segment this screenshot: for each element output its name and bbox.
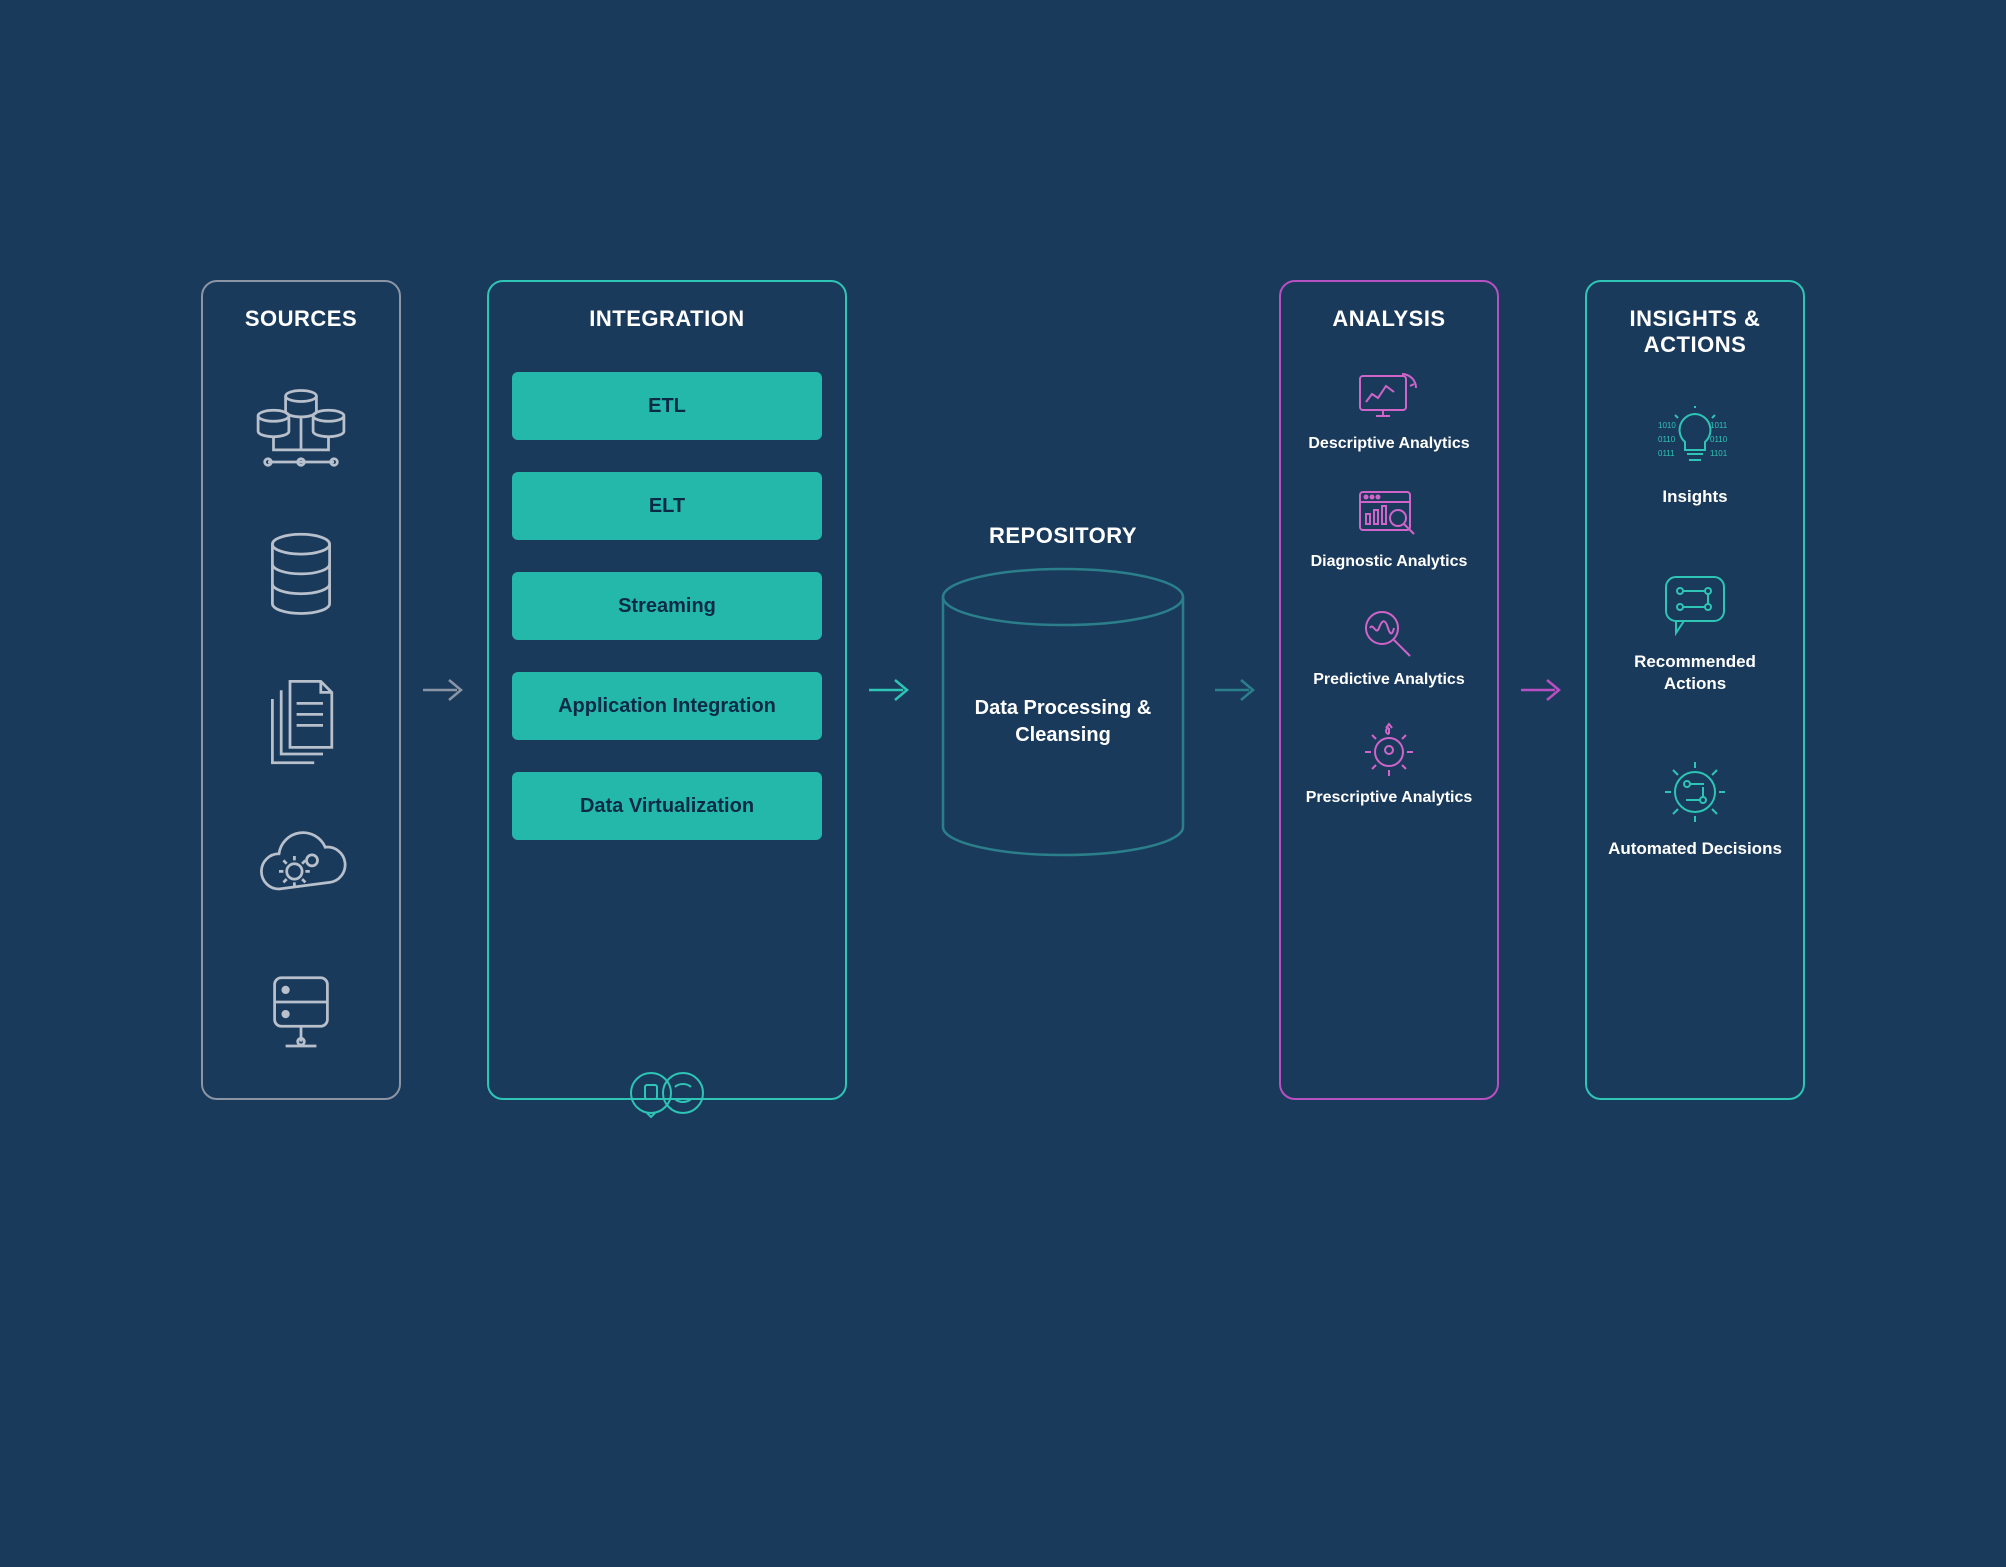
dashboard-icon <box>1354 366 1424 426</box>
diagnostic-icon <box>1354 484 1424 544</box>
arrow-repository-analysis-icon <box>1211 670 1261 710</box>
insights-label: Insights <box>1662 486 1727 507</box>
repository-title: REPOSITORY <box>989 523 1137 549</box>
analysis-label: Diagnostic Analytics <box>1311 552 1468 572</box>
analysis-label: Descriptive Analytics <box>1308 434 1469 454</box>
data-pipeline-diagram: SOURCES <box>201 280 1805 1100</box>
prescriptive-icon <box>1354 720 1424 780</box>
predictive-icon <box>1354 602 1424 662</box>
arrow-analysis-insights-icon <box>1517 670 1567 710</box>
insights-item-insights: 1010 0110 0111 1011 0110 1101 Insights <box>1654 404 1736 507</box>
svg-text:0111: 0111 <box>1658 449 1675 458</box>
cloud-gears-icon <box>246 812 356 922</box>
integration-item-elt: ELT <box>512 472 822 540</box>
insights-label: Recommended Actions <box>1605 651 1785 694</box>
svg-text:1101: 1101 <box>1710 449 1728 458</box>
repository-cylinder: Data Processing & Cleansing <box>933 567 1193 857</box>
integration-badge-icon <box>617 1065 717 1126</box>
integration-stage: INTEGRATION ETL ELT Streaming Applicatio… <box>487 280 847 1100</box>
svg-text:0110: 0110 <box>1658 435 1676 444</box>
analysis-title: ANALYSIS <box>1332 306 1445 332</box>
sources-stage: SOURCES <box>201 280 401 1100</box>
integration-item-streaming: Streaming <box>512 572 822 640</box>
integration-item-etl: ETL <box>512 372 822 440</box>
analysis-label: Prescriptive Analytics <box>1306 788 1473 808</box>
server-icon <box>246 958 356 1068</box>
svg-text:1011: 1011 <box>1710 421 1728 430</box>
sources-title: SOURCES <box>245 306 357 332</box>
arrow-sources-integration-icon <box>419 670 469 710</box>
analysis-stage: ANALYSIS Descriptive Analytics <box>1279 280 1499 1100</box>
repository-stage: REPOSITORY Data Processing & Cleansing <box>933 523 1193 857</box>
lightbulb-binary-icon: 1010 0110 0111 1011 0110 1101 <box>1654 404 1736 476</box>
documents-icon <box>246 666 356 776</box>
analysis-item-prescriptive: Prescriptive Analytics <box>1306 720 1473 808</box>
insights-item-automated: Automated Decisions <box>1608 756 1782 859</box>
gear-flow-icon <box>1654 756 1736 828</box>
analysis-item-descriptive: Descriptive Analytics <box>1308 366 1469 454</box>
integration-item-data-virtualization: Data Virtualization <box>512 772 822 840</box>
integration-item-app-integration: Application Integration <box>512 672 822 740</box>
databases-network-icon <box>246 374 356 484</box>
insights-stage: INSIGHTS & ACTIONS 1010 0110 0111 1011 0… <box>1585 280 1805 1100</box>
insights-item-recommended: Recommended Actions <box>1605 569 1785 694</box>
insights-label: Automated Decisions <box>1608 838 1782 859</box>
svg-text:0110: 0110 <box>1710 435 1728 444</box>
analysis-item-predictive: Predictive Analytics <box>1313 602 1464 690</box>
arrow-integration-repository-icon <box>865 670 915 710</box>
database-icon <box>246 520 356 630</box>
integration-title: INTEGRATION <box>589 306 744 332</box>
repository-label: Data Processing & Cleansing <box>957 695 1169 749</box>
analysis-label: Predictive Analytics <box>1313 670 1464 690</box>
insights-title: INSIGHTS & ACTIONS <box>1605 306 1785 358</box>
recommend-flow-icon <box>1654 569 1736 641</box>
analysis-item-diagnostic: Diagnostic Analytics <box>1311 484 1468 572</box>
svg-text:1010: 1010 <box>1658 421 1676 430</box>
